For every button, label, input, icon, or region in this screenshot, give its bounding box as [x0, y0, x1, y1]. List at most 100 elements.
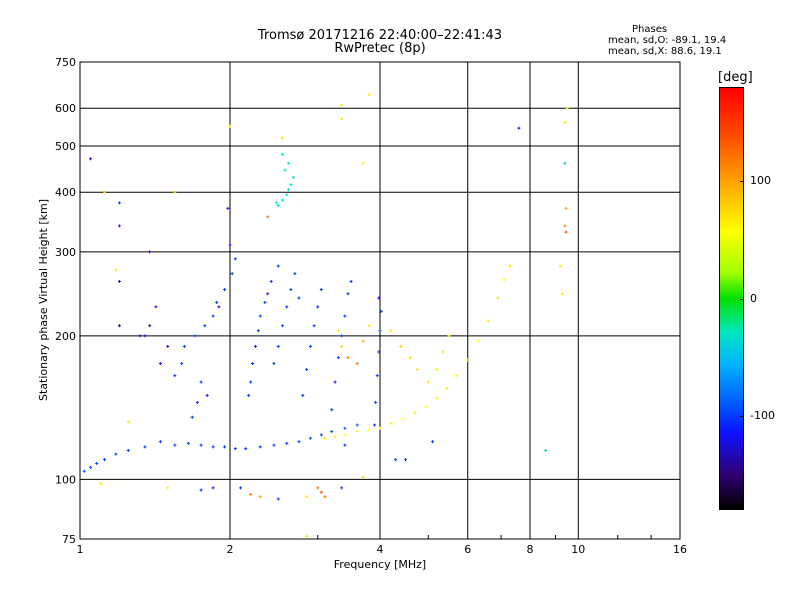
data-point: [117, 279, 121, 283]
data-point: [355, 430, 359, 434]
data-point: [389, 421, 393, 425]
data-point: [502, 278, 506, 282]
data-point: [377, 296, 381, 300]
data-point: [143, 334, 147, 338]
data-point: [312, 324, 316, 328]
colorbar-tick-mark: [740, 298, 744, 300]
data-point: [195, 400, 199, 404]
data-point: [558, 264, 562, 268]
data-point: [447, 334, 451, 338]
data-point: [403, 458, 407, 462]
data-point: [340, 334, 344, 338]
data-point: [275, 201, 279, 205]
data-point: [272, 443, 276, 447]
data-point: [340, 103, 344, 107]
data-point: [180, 361, 184, 365]
data-point: [355, 361, 359, 365]
data-point: [211, 445, 215, 449]
data-point: [375, 374, 379, 378]
data-point: [95, 461, 99, 465]
data-point: [496, 296, 500, 300]
x-tick-label: 2: [227, 543, 234, 556]
data-point: [308, 344, 312, 348]
y-tick-label: 500: [55, 140, 76, 153]
data-point: [565, 106, 569, 110]
data-point: [289, 183, 293, 187]
x-tick-label: 16: [673, 543, 687, 556]
data-point: [269, 279, 273, 283]
y-tick-label: 200: [55, 330, 76, 343]
data-point: [316, 305, 320, 309]
data-point: [266, 292, 270, 296]
data-point: [215, 300, 219, 304]
data-point: [373, 423, 377, 427]
plot-frame: [79, 61, 681, 540]
plot-subtitle: RwPretec (8p): [334, 41, 426, 56]
data-point: [415, 367, 419, 371]
y-tick-label: 300: [55, 246, 76, 259]
data-point: [249, 492, 253, 496]
data-point: [126, 448, 130, 452]
data-point: [103, 458, 107, 462]
data-point: [211, 314, 215, 318]
data-point: [244, 447, 248, 451]
data-point: [117, 224, 121, 228]
data-point: [286, 161, 290, 165]
data-point: [247, 393, 251, 397]
data-point: [228, 124, 232, 128]
data-point: [343, 314, 347, 318]
data-point: [466, 358, 470, 362]
data-point: [103, 190, 107, 194]
data-point: [293, 272, 297, 276]
plot-title: Tromsø 20171216 22:40:00–22:41:43: [257, 28, 503, 43]
x-axis-label: Frequency [MHz]: [334, 558, 426, 571]
data-point: [333, 435, 337, 439]
colorbar-tick-label: 100: [750, 174, 771, 187]
phase-o-stats: mean, sd,O: -89.1, 19.4: [608, 35, 727, 46]
data-point: [251, 361, 255, 365]
data-point: [319, 433, 323, 437]
y-tick-label: 750: [55, 56, 76, 69]
data-point: [281, 152, 285, 156]
data-point: [199, 488, 203, 492]
data-point: [399, 344, 403, 348]
colorbar-tick-mark: [740, 181, 744, 182]
colorbar-tick-mark: [740, 416, 744, 417]
data-point: [378, 426, 382, 430]
data-point: [340, 344, 344, 348]
data-point: [114, 268, 118, 272]
y-tick-label: 75: [62, 533, 76, 546]
data-point: [308, 436, 312, 440]
data-point: [138, 334, 142, 338]
data-point: [445, 387, 449, 391]
phases-heading: Phases: [632, 24, 668, 35]
data-point: [361, 339, 365, 343]
data-point: [476, 339, 480, 343]
data-point: [281, 324, 285, 328]
data-point: [367, 428, 371, 432]
data-point: [426, 380, 430, 384]
data-point: [126, 420, 130, 424]
data-point: [117, 324, 121, 328]
data-point: [455, 374, 459, 378]
data-point: [413, 411, 417, 415]
data-point: [223, 445, 227, 449]
data-point: [99, 482, 103, 486]
data-point: [258, 314, 262, 318]
data-point: [158, 440, 162, 444]
data-point: [355, 423, 359, 427]
data-point: [563, 121, 567, 125]
data-point: [361, 161, 365, 165]
data-point: [173, 374, 177, 378]
data-point: [283, 168, 287, 172]
data-point: [285, 193, 289, 197]
data-point: [377, 350, 381, 354]
data-point: [305, 367, 309, 371]
data-point: [233, 447, 237, 451]
data-point: [435, 367, 439, 371]
data-point: [374, 400, 378, 404]
data-point: [564, 230, 568, 234]
data-point: [258, 495, 262, 499]
data-point: [203, 324, 207, 328]
grid-lines: [79, 61, 681, 540]
